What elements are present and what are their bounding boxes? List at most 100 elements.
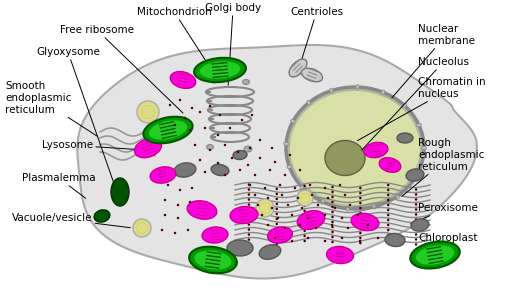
Ellipse shape <box>219 114 221 116</box>
Ellipse shape <box>210 77 218 83</box>
Ellipse shape <box>150 167 176 183</box>
Ellipse shape <box>199 111 201 113</box>
Ellipse shape <box>387 204 390 206</box>
Ellipse shape <box>286 87 424 209</box>
Ellipse shape <box>359 207 361 209</box>
Ellipse shape <box>359 237 361 239</box>
Ellipse shape <box>177 217 179 219</box>
Ellipse shape <box>248 213 250 216</box>
Ellipse shape <box>248 228 250 231</box>
Ellipse shape <box>344 194 346 196</box>
Ellipse shape <box>379 158 401 172</box>
Ellipse shape <box>275 223 278 225</box>
Ellipse shape <box>248 193 250 196</box>
Ellipse shape <box>289 59 307 77</box>
Ellipse shape <box>174 163 196 177</box>
Ellipse shape <box>324 187 326 189</box>
Ellipse shape <box>307 101 311 105</box>
Ellipse shape <box>200 61 240 79</box>
Text: Nuclear
membrane: Nuclear membrane <box>392 24 475 98</box>
Ellipse shape <box>331 241 334 243</box>
Ellipse shape <box>387 194 390 196</box>
Ellipse shape <box>291 120 295 123</box>
Ellipse shape <box>406 169 424 181</box>
Ellipse shape <box>164 199 166 201</box>
Ellipse shape <box>304 225 306 227</box>
Ellipse shape <box>137 101 159 123</box>
Ellipse shape <box>217 162 219 164</box>
Polygon shape <box>77 45 477 279</box>
Ellipse shape <box>307 217 309 219</box>
Ellipse shape <box>149 120 187 140</box>
Ellipse shape <box>351 213 379 231</box>
Ellipse shape <box>164 214 166 216</box>
Ellipse shape <box>248 223 250 226</box>
Ellipse shape <box>204 171 206 173</box>
Ellipse shape <box>194 58 246 82</box>
Ellipse shape <box>179 189 181 191</box>
Ellipse shape <box>248 208 250 211</box>
Ellipse shape <box>143 117 193 143</box>
Ellipse shape <box>359 232 361 234</box>
Ellipse shape <box>281 194 283 196</box>
Ellipse shape <box>298 169 301 171</box>
Ellipse shape <box>402 104 407 108</box>
Ellipse shape <box>229 127 231 129</box>
Ellipse shape <box>271 207 273 209</box>
Ellipse shape <box>202 227 228 243</box>
Text: Golgi body: Golgi body <box>205 3 261 85</box>
Ellipse shape <box>135 138 161 158</box>
Ellipse shape <box>359 242 361 244</box>
Ellipse shape <box>287 165 292 168</box>
Ellipse shape <box>387 234 390 236</box>
Ellipse shape <box>315 227 317 229</box>
Ellipse shape <box>248 238 250 241</box>
Ellipse shape <box>211 164 229 176</box>
Ellipse shape <box>381 90 385 95</box>
Ellipse shape <box>387 209 390 211</box>
Ellipse shape <box>359 240 361 242</box>
Ellipse shape <box>254 194 256 196</box>
Ellipse shape <box>387 239 390 241</box>
Ellipse shape <box>257 204 259 206</box>
Ellipse shape <box>284 142 289 145</box>
Ellipse shape <box>179 99 181 101</box>
Ellipse shape <box>331 221 334 223</box>
Text: Chloroplast: Chloroplast <box>418 233 478 253</box>
Ellipse shape <box>325 141 365 176</box>
Ellipse shape <box>267 224 269 226</box>
Ellipse shape <box>331 224 333 226</box>
Ellipse shape <box>233 150 247 160</box>
Ellipse shape <box>275 213 278 215</box>
Ellipse shape <box>311 194 313 196</box>
Ellipse shape <box>359 212 361 214</box>
Ellipse shape <box>415 238 417 241</box>
Ellipse shape <box>334 207 336 209</box>
Ellipse shape <box>359 187 361 189</box>
Ellipse shape <box>349 204 351 206</box>
Ellipse shape <box>327 247 353 263</box>
Text: Centrioles: Centrioles <box>290 7 343 62</box>
Ellipse shape <box>415 188 417 191</box>
Text: Chromatin in
nucleus: Chromatin in nucleus <box>357 77 485 141</box>
Ellipse shape <box>297 197 299 199</box>
Ellipse shape <box>189 129 191 131</box>
Ellipse shape <box>359 217 361 219</box>
Ellipse shape <box>304 235 306 237</box>
Ellipse shape <box>259 245 281 259</box>
Ellipse shape <box>243 80 249 84</box>
Ellipse shape <box>413 177 417 180</box>
Ellipse shape <box>187 201 217 219</box>
Ellipse shape <box>410 242 460 268</box>
Ellipse shape <box>372 204 376 209</box>
Ellipse shape <box>415 213 417 216</box>
Text: Mitochondrion: Mitochondrion <box>137 7 212 70</box>
Ellipse shape <box>298 224 301 226</box>
Ellipse shape <box>304 205 306 207</box>
Ellipse shape <box>269 169 271 171</box>
Ellipse shape <box>189 201 191 203</box>
Ellipse shape <box>195 250 231 270</box>
Ellipse shape <box>209 105 211 107</box>
Ellipse shape <box>415 193 417 196</box>
Ellipse shape <box>275 228 278 230</box>
